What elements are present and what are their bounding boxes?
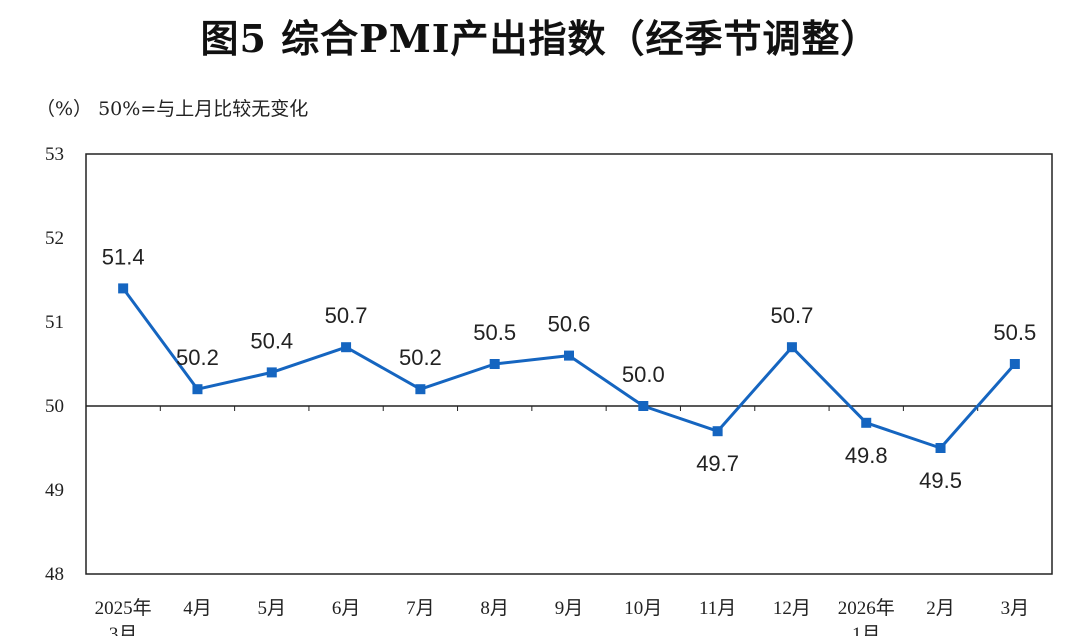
data-label: 50.0 [622, 362, 665, 387]
data-label: 50.7 [325, 303, 368, 328]
data-point-marker [564, 350, 574, 361]
x-tick-label: 1月 [852, 624, 881, 636]
data-point-marker [935, 443, 946, 453]
x-tick-label: 2025年 [95, 597, 152, 619]
data-point-marker [861, 417, 872, 428]
data-label: 51.4 [102, 244, 145, 269]
data-label: 50.5 [993, 320, 1036, 345]
data-label: 50.2 [176, 345, 219, 370]
y-tick-label: 48 [45, 564, 64, 585]
data-label: 50.4 [250, 328, 293, 353]
data-point-marker [266, 367, 277, 378]
y-tick-label: 51 [45, 312, 64, 333]
data-point-marker [1009, 359, 1020, 369]
data-label: 49.8 [845, 443, 888, 468]
data-label: 50.5 [473, 320, 516, 345]
unit-note: （%） 50%=与上月比较无变化 [36, 98, 309, 120]
data-point-marker [415, 384, 426, 395]
data-label: 50.7 [771, 303, 814, 328]
data-label: 50.6 [548, 312, 591, 337]
data-point-marker [712, 426, 723, 437]
plot-frame [85, 153, 1053, 575]
data-point-marker [638, 401, 649, 411]
x-tick-label: 12月 [773, 598, 811, 619]
data-label: 49.5 [919, 468, 962, 493]
x-tick-label: 7月 [406, 598, 435, 619]
chart-title: 图5 综合PMI产出指数（经季节调整） [200, 16, 880, 61]
x-tick-label: 11月 [699, 598, 736, 619]
data-point-marker [341, 342, 352, 353]
data-point-marker [786, 342, 797, 353]
x-tick-label: 6月 [332, 598, 361, 619]
y-tick-label: 49 [45, 480, 64, 501]
x-tick-label: 8月 [480, 598, 509, 619]
data-label: 50.2 [399, 345, 442, 370]
x-tick-label: 5月 [258, 598, 287, 619]
x-tick-label: 2月 [926, 598, 955, 619]
data-point-marker [118, 283, 129, 294]
y-tick-label: 50 [45, 396, 64, 417]
x-tick-label: 3月 [1001, 598, 1030, 619]
data-point-marker [489, 359, 500, 369]
x-tick-label: 3月 [109, 624, 138, 636]
x-tick-label: 4月 [183, 598, 212, 619]
y-tick-label: 53 [45, 144, 64, 165]
data-point-marker [192, 384, 203, 395]
x-tick-label: 9月 [555, 598, 584, 619]
x-tick-label: 2026年 [838, 597, 895, 619]
data-label: 49.7 [696, 451, 739, 476]
y-tick-label: 52 [45, 228, 64, 249]
x-tick-label: 10月 [624, 598, 662, 619]
